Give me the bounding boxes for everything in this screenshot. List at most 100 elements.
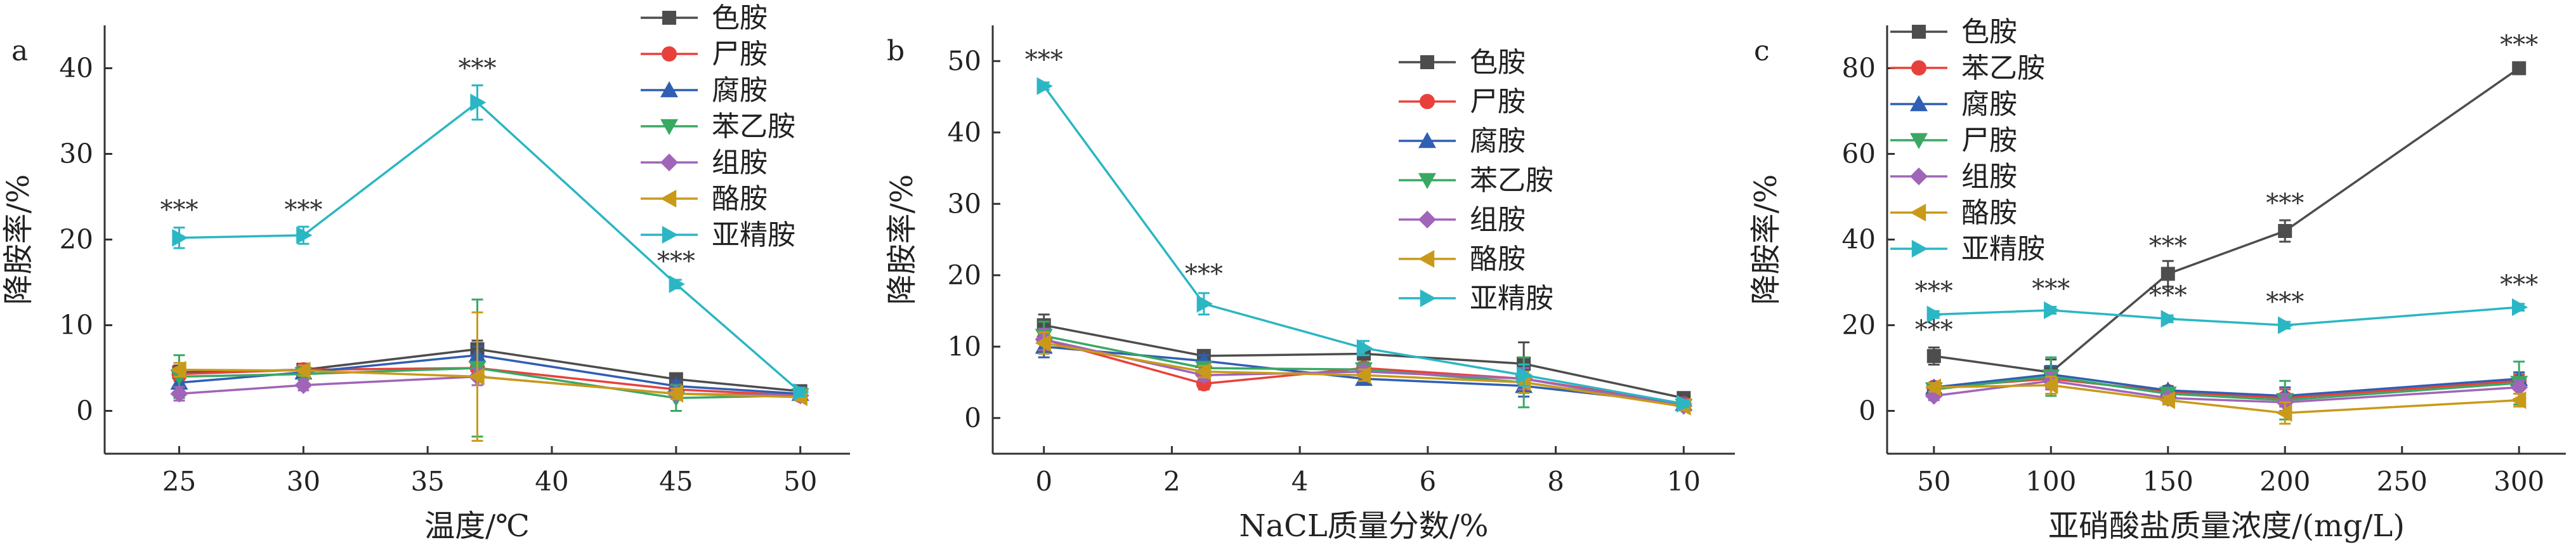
significance-annotation: *** [459, 54, 497, 83]
x-tick-label: 50 [783, 466, 817, 497]
legend-label: 尸胺 [1961, 124, 2017, 157]
data-point [2276, 404, 2292, 422]
legend-marker [1420, 289, 1436, 307]
legend-marker [1910, 204, 1926, 221]
data-point [1356, 339, 1373, 357]
significance-annotation: *** [2149, 232, 2187, 261]
series-6 [170, 311, 807, 442]
data-point [2159, 391, 2175, 409]
data-point [1677, 395, 1693, 413]
y-tick-label: 50 [948, 45, 981, 76]
x-tick-label: 25 [162, 466, 196, 497]
legend-marker [1911, 240, 1928, 258]
legend-label: 尸胺 [712, 38, 768, 70]
x-tick-label: 4 [1291, 466, 1309, 497]
data-point [669, 275, 685, 293]
series-7 [172, 84, 809, 401]
x-tick-label: 40 [535, 466, 568, 497]
legend-marker [1910, 133, 1928, 149]
significance-annotation: *** [160, 195, 199, 225]
data-point [294, 362, 311, 380]
legend-label: 酪胺 [1470, 243, 1526, 275]
legend-marker [1910, 168, 1928, 185]
x-tick-label: 50 [1917, 466, 1951, 497]
data-point [2512, 298, 2528, 317]
panel-tag: b [887, 35, 905, 67]
significance-annotation: *** [1915, 315, 1953, 345]
legend-marker [1418, 250, 1435, 268]
series-3 [170, 345, 809, 401]
x-tick-label: 250 [2377, 466, 2428, 497]
data-point [1355, 366, 1371, 385]
y-tick-label: 10 [60, 310, 93, 341]
y-tick-label: 60 [1842, 138, 1876, 169]
data-point [2042, 376, 2058, 394]
legend-marker [662, 46, 677, 62]
x-tick-label: 30 [287, 466, 320, 497]
data-point [170, 385, 188, 403]
data-point [2161, 267, 2175, 281]
y-tick-label: 20 [60, 224, 93, 255]
y-tick-label: 10 [948, 331, 981, 362]
series-line [1933, 306, 2520, 327]
x-tick-label: 0 [1035, 466, 1052, 497]
y-tick-label: 40 [60, 53, 93, 84]
data-point [2044, 301, 2060, 319]
data-point [2512, 61, 2527, 76]
x-tick-label: 45 [659, 466, 693, 497]
legend-label: 腐胺 [1470, 125, 1526, 157]
legend-marker [660, 81, 678, 98]
data-point [2510, 378, 2528, 397]
data-point [1926, 305, 1943, 324]
data-point [294, 376, 313, 394]
x-tick-label: 2 [1163, 466, 1180, 497]
x-axis-label: 温度/℃ [424, 508, 530, 544]
legend-marker [662, 226, 678, 244]
series-7 [1036, 77, 1693, 413]
legend-label: 色胺 [712, 2, 768, 34]
data-point [2161, 310, 2177, 328]
data-point [1035, 334, 1051, 352]
panel-a: a 0 10 20 30 40 25 30 35 40 45 50 温度/℃ 降胺率/% *** *** ***… [1, 2, 850, 544]
significance-annotation: *** [2032, 275, 2070, 304]
x-tick-label: 150 [2143, 466, 2194, 497]
x-tick-label: 10 [1667, 466, 1701, 497]
series-line [1933, 67, 2520, 374]
legend-marker [1418, 132, 1436, 148]
x-tick-label: 100 [2025, 466, 2076, 497]
legend-label: 酪胺 [712, 183, 768, 215]
data-point [667, 385, 684, 403]
data-point [1194, 362, 1212, 381]
legend-label: 组胺 [1470, 204, 1526, 236]
x-tick-label: 300 [2494, 466, 2544, 497]
y-tick-label: 40 [1842, 224, 1876, 255]
legend-marker [1420, 55, 1434, 69]
legend-marker [660, 119, 678, 135]
significance-annotation: *** [1185, 260, 1223, 289]
significance-annotation: *** [657, 247, 695, 276]
significance-annotation: *** [2149, 281, 2187, 310]
series-line [1933, 375, 2520, 402]
x-tick-label: 35 [410, 466, 444, 497]
y-tick-label: 0 [964, 402, 981, 433]
legend-label: 腐胺 [712, 74, 768, 107]
legend-label: 腐胺 [1961, 88, 2017, 121]
series-line [179, 375, 801, 397]
legend-marker [1910, 95, 1928, 112]
x-tick-label: 8 [1547, 466, 1564, 497]
legend-label: 尸胺 [1470, 86, 1526, 118]
x-axis-label: 亚硝酸盐质量浓度/(mg/L) [2048, 508, 2405, 544]
legend-marker [1912, 25, 1926, 39]
series-5 [170, 367, 809, 405]
legend-label: 亚精胺 [1470, 282, 1553, 315]
y-axis-label: 降胺率/% [884, 175, 920, 305]
y-axis-label: 降胺率/% [1748, 175, 1784, 305]
data-point [172, 228, 188, 247]
y-tick-label: 40 [948, 117, 981, 148]
x-axis-label: NaCL质量分数/% [1239, 508, 1488, 544]
legend-label: 色胺 [1961, 16, 2017, 48]
